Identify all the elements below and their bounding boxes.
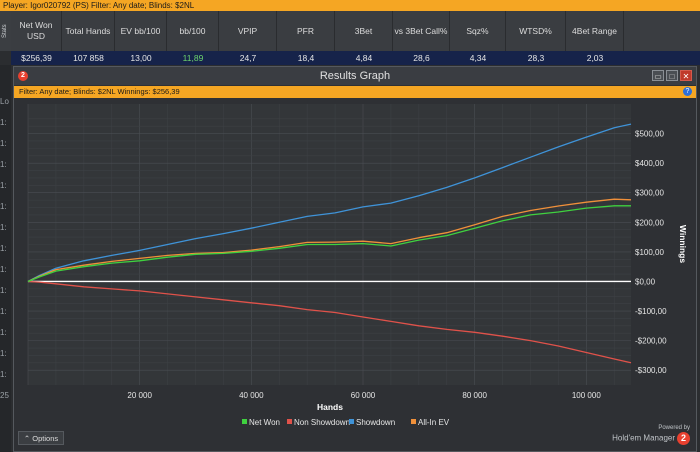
left-strip-item: 1: [0, 307, 7, 316]
stats-header-row: Net Won USD Total Hands EV bb/100 bb/100 VPI… [11, 11, 700, 51]
y-tick-label: $500,00 [635, 130, 664, 139]
session-list-strip: Lo 1: 1: 1: 1: 1: 1: 1: 1: 1: 1: 1: 1: 1: 25 [0, 65, 11, 452]
player-filter-bar: Player: Igor020792 (PS) Filter: Any date… [0, 0, 700, 11]
options-button[interactable]: ⌃ Options [18, 431, 64, 445]
x-axis-label: Hands [317, 402, 343, 412]
legend-swatch [349, 419, 354, 424]
left-strip-item: 1: [0, 265, 7, 274]
left-strip-item: 1: [0, 370, 7, 379]
results-graph-window: Results Graph 2 ▭ □ ✕ Filter: Any date; … [13, 66, 697, 452]
legend: Net Won Non Showdown Showdown All-In EV [242, 418, 450, 427]
left-strip-item: 25 [0, 391, 9, 400]
legend-swatch [411, 419, 416, 424]
legend-swatch [242, 419, 247, 424]
legend-label[interactable]: Non Showdown [294, 418, 350, 427]
series-lines [27, 123, 632, 364]
stats-header-10[interactable]: 4Bet Range [566, 11, 624, 51]
stats-header-5[interactable]: PFR [277, 11, 335, 51]
stats-value-row: $256,39 107 858 13,00 11,89 24,7 18,4 4,84 28,6… [11, 51, 700, 65]
series-line-net-won [27, 205, 631, 283]
x-tick-label: 60 000 [351, 391, 376, 400]
window-title[interactable]: Results Graph [14, 67, 696, 85]
left-strip-item: Lo [0, 97, 9, 106]
brand-label: Hold'em Manager [612, 433, 675, 443]
maximize-icon[interactable]: □ [666, 70, 678, 81]
y-axis-label: Winnings [678, 225, 688, 263]
left-strip-item: 1: [0, 181, 7, 190]
x-tick-label: 20 000 [127, 391, 152, 400]
x-tick-label: 100 000 [572, 391, 601, 400]
stats-value-7: 28,6 [413, 53, 430, 63]
x-tick-label: 40 000 [239, 391, 264, 400]
stats-value-10: 2,03 [586, 53, 604, 63]
stats-header-3[interactable]: bb/100 [167, 11, 219, 51]
grid [27, 104, 631, 385]
brand-logo-icon: 2 [677, 432, 690, 445]
stats-header-1[interactable]: Total Hands [62, 11, 115, 51]
left-strip-item: 1: [0, 349, 7, 358]
y-tick-label: $400,00 [635, 159, 664, 168]
stats-header-4[interactable]: VPIP [219, 11, 277, 51]
graph-filter-text: Filter: Any date; Blinds: $2NL Winnings:… [19, 87, 180, 96]
stats-value-4: 24,7 [239, 53, 257, 63]
legend-label[interactable]: Showdown [356, 418, 395, 427]
series-line-all-in-ev [27, 198, 632, 283]
left-strip-item: 1: [0, 223, 7, 232]
stats-side-tab[interactable]: Stats [0, 11, 11, 51]
stats-value-2: 13,00 [130, 53, 152, 63]
y-tick-label: $200,00 [635, 218, 664, 227]
stats-value-8: 4,34 [469, 53, 487, 63]
x-tick-label: 80 000 [462, 391, 487, 400]
stats-header-9[interactable]: WTSD% [506, 11, 566, 51]
y-tick-label: $100,00 [635, 248, 664, 257]
y-tick-label: -$100,00 [635, 307, 667, 316]
stats-header-7[interactable]: vs 3Bet Call% [393, 11, 450, 51]
series-line-showdown [27, 123, 632, 283]
series-line-non-showdown [27, 280, 632, 364]
close-icon[interactable]: ✕ [680, 70, 692, 81]
help-icon[interactable]: ? [683, 87, 692, 96]
restore-icon[interactable]: ▭ [652, 70, 664, 81]
stats-value-9: 28,3 [527, 53, 545, 63]
x-axis-tick-labels: 20 000 40 000 60 000 80 000 100 000 [127, 391, 601, 400]
stats-value-6: 4,84 [355, 53, 373, 63]
results-chart: $500,00 $400,00 $300,00 $200,00 $100,00 $0,00… [14, 98, 696, 428]
stats-value-3: 11,89 [182, 53, 204, 63]
powered-by-badge: Powered by Hold'em Manager 2 [612, 425, 690, 445]
left-strip-item: 1: [0, 244, 7, 253]
left-strip-item: 1: [0, 118, 7, 127]
powered-by-label: Powered by [658, 425, 690, 431]
legend-swatch [287, 419, 292, 424]
y-axis-tick-labels: $500,00 $400,00 $300,00 $200,00 $100,00 $0,00… [635, 130, 667, 376]
left-strip-item: 1: [0, 160, 7, 169]
stats-header-6[interactable]: 3Bet [335, 11, 393, 51]
chevron-up-icon: ⌃ [23, 434, 31, 443]
graph-filter-bar: Filter: Any date; Blinds: $2NL Winnings:… [14, 86, 696, 98]
legend-label[interactable]: Net Won [249, 418, 280, 427]
y-tick-label: -$300,00 [635, 366, 667, 375]
legend-label[interactable]: All-In EV [418, 418, 450, 427]
options-label: Options [32, 434, 59, 443]
stats-value-0: $256,39 [21, 53, 52, 63]
y-tick-label: -$200,00 [635, 337, 667, 346]
stats-header-8[interactable]: Sqz% [450, 11, 506, 51]
left-strip-item: 1: [0, 328, 7, 337]
stats-value-5: 18,4 [297, 53, 315, 63]
stats-header-0[interactable]: Net Won USD [11, 11, 62, 51]
stats-value-1: 107 858 [73, 53, 104, 63]
left-strip-item: 1: [0, 202, 7, 211]
left-strip-item: 1: [0, 286, 7, 295]
y-tick-label: $300,00 [635, 189, 664, 198]
app-logo-icon: 2 [18, 71, 28, 81]
left-strip-item: 1: [0, 139, 7, 148]
stats-header-2[interactable]: EV bb/100 [115, 11, 167, 51]
y-tick-label: $0,00 [635, 277, 656, 286]
